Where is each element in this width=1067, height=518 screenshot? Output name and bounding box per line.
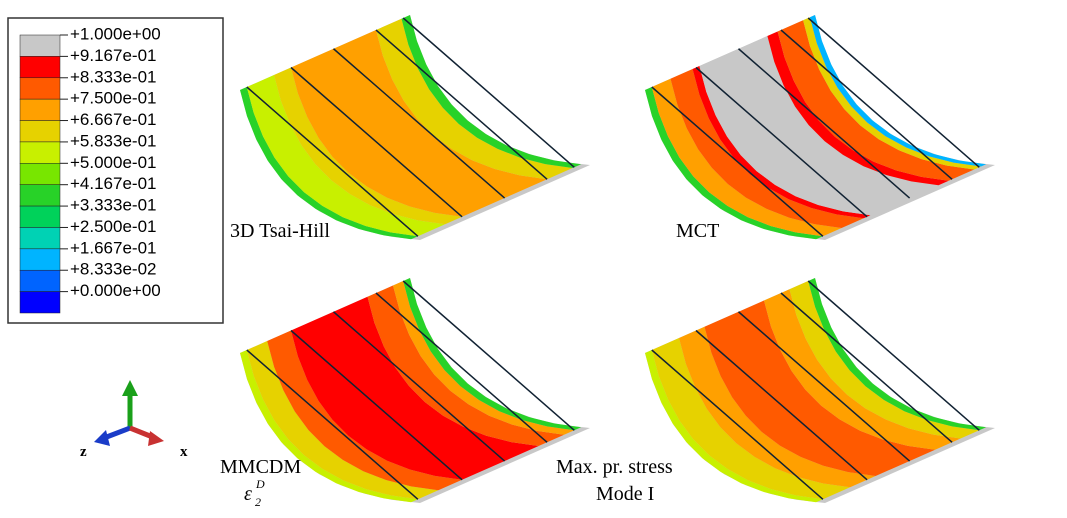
legend-swatch	[19, 269, 61, 292]
legend-swatch	[19, 77, 61, 100]
legend-swatch	[19, 227, 61, 250]
ply-edge	[333, 311, 506, 462]
contour-band	[809, 15, 987, 167]
ply-edge	[807, 17, 980, 168]
legend-label: +4.167e-01	[70, 174, 157, 193]
legend-swatch	[19, 248, 61, 271]
contour-band	[803, 17, 981, 170]
panel-label: MMCDM	[220, 456, 301, 478]
axis-label: z	[80, 444, 87, 460]
legend-label: +5.000e-01	[70, 153, 157, 172]
contour-band	[246, 75, 446, 237]
legend-label: +0.000e+00	[70, 281, 161, 300]
contour-band	[645, 87, 823, 240]
legend-swatch	[19, 98, 61, 121]
contour-band	[704, 300, 936, 476]
ply-edge	[290, 329, 463, 481]
contour-band	[692, 66, 871, 219]
axis-triad: z x	[80, 380, 188, 460]
legend-swatch	[19, 56, 61, 79]
ply-edge	[333, 48, 506, 199]
contour-band	[367, 285, 565, 446]
superscript: D	[255, 477, 265, 491]
ply-edge	[402, 280, 575, 431]
legend-swatch	[19, 120, 61, 143]
axis-label: x	[180, 444, 188, 460]
legend-label: +1.000e+00	[70, 24, 161, 43]
symbol: ε	[244, 483, 252, 505]
contour-band	[808, 278, 987, 431]
ply-edge	[807, 280, 980, 431]
contour-band	[376, 18, 573, 180]
contour-band	[767, 31, 949, 186]
ply-edge	[651, 349, 824, 500]
subscript: 2	[255, 495, 261, 509]
legend-label: +7.500e-01	[70, 89, 157, 108]
legend-swatch	[19, 141, 61, 164]
contour-band	[651, 338, 851, 500]
ply-edge	[738, 48, 911, 199]
contour-band	[401, 15, 582, 168]
shells	[240, 15, 995, 503]
legend-label: +8.333e-01	[70, 67, 157, 86]
ply-edge	[290, 66, 463, 218]
panel-label: 3D Tsai-Hill	[230, 220, 330, 242]
ply-edge	[695, 329, 868, 481]
contour-band	[403, 278, 582, 431]
ply-edge	[375, 29, 548, 180]
contour-band	[699, 36, 939, 216]
legend-label: +8.333e-02	[70, 260, 157, 279]
ply-edge	[738, 311, 911, 462]
contour-band	[645, 350, 823, 503]
contour-band	[267, 330, 463, 491]
ply-edge	[246, 86, 419, 237]
legend-swatch	[19, 34, 61, 57]
contour-band	[393, 281, 575, 435]
panel-label: MCT	[676, 220, 719, 242]
legend-label: +9.167e-01	[70, 46, 157, 65]
ply-edge	[780, 29, 953, 180]
legend-label: +3.333e-01	[70, 196, 157, 215]
contour-band	[240, 350, 418, 503]
legend-swatch	[19, 163, 61, 185]
ply-edge	[780, 292, 953, 443]
panel-label: Max. pr. stress	[556, 456, 673, 478]
panel-label: Mode I	[596, 483, 654, 505]
legend-label: +5.833e-01	[70, 131, 157, 150]
contour-band	[651, 78, 842, 237]
legend-label: +6.667e-01	[70, 110, 157, 129]
contour-band	[789, 281, 980, 439]
legend-swatch	[19, 205, 61, 228]
contour-band	[670, 69, 864, 228]
legend-swatch	[19, 291, 61, 314]
legend-label: +2.500e-01	[70, 217, 157, 236]
contour-band	[240, 87, 418, 240]
legend-swatch	[19, 184, 61, 207]
contour-band	[246, 341, 439, 500]
ply-edge	[246, 349, 419, 500]
ply-edge	[375, 292, 548, 443]
contour-band	[764, 289, 961, 450]
contour-band	[777, 20, 975, 181]
ply-edge	[695, 66, 868, 218]
contour-band	[291, 296, 539, 480]
ply-edge	[402, 17, 575, 168]
ply-edge	[651, 86, 824, 237]
legend-label: +1.667e-01	[70, 238, 157, 257]
